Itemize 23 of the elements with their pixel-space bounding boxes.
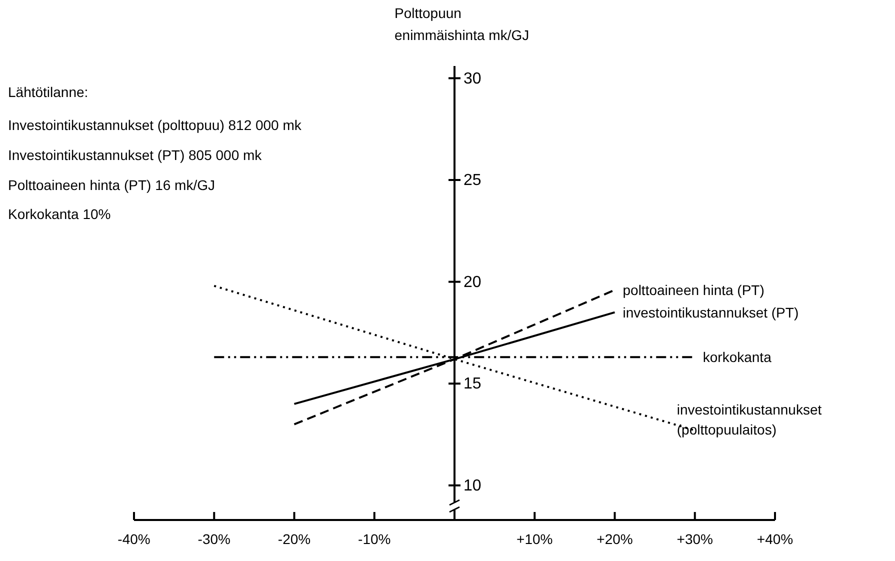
- text: Lähtötilanne:: [8, 84, 88, 100]
- series-label: korkokanta: [702, 349, 772, 366]
- annotation: Polttoaineen hinta (PT) 16 mk/GJ: [8, 177, 215, 193]
- series-label: investointikustannukset (polttopuulaitos): [676, 401, 822, 438]
- y-tick-label: 15: [464, 376, 482, 393]
- x-tick-label: -40%: [118, 531, 150, 547]
- x-tick-label: +20%: [596, 531, 633, 547]
- x-tick-label: +30%: [676, 531, 713, 547]
- x-tick-label: -30%: [198, 531, 230, 547]
- y-tick-label: 20: [464, 274, 482, 291]
- y-axis-title: Polttopuun enimmäishinta mk/GJ: [394, 5, 530, 43]
- annotation: Investointikustannukset (polttopuu) 812 000 mk: [8, 117, 302, 133]
- series-label: investointikustannukset (PT): [622, 304, 799, 320]
- x-tick-label: -20%: [278, 531, 311, 547]
- annotation: Investointikustannukset (PT) 805 000 mk: [8, 147, 263, 163]
- text: Korkokanta 10%: [8, 206, 111, 222]
- y-tick-label: 25: [464, 172, 482, 190]
- x-tick-label: -10%: [358, 531, 391, 547]
- y-tick-label: 30: [464, 70, 482, 88]
- x-tick-label: +10%: [516, 531, 553, 547]
- x-tick-label: +40%: [756, 531, 794, 547]
- y-tick-label: 10: [464, 478, 482, 495]
- series-label: polttoaineen hinta (PT): [622, 282, 764, 298]
